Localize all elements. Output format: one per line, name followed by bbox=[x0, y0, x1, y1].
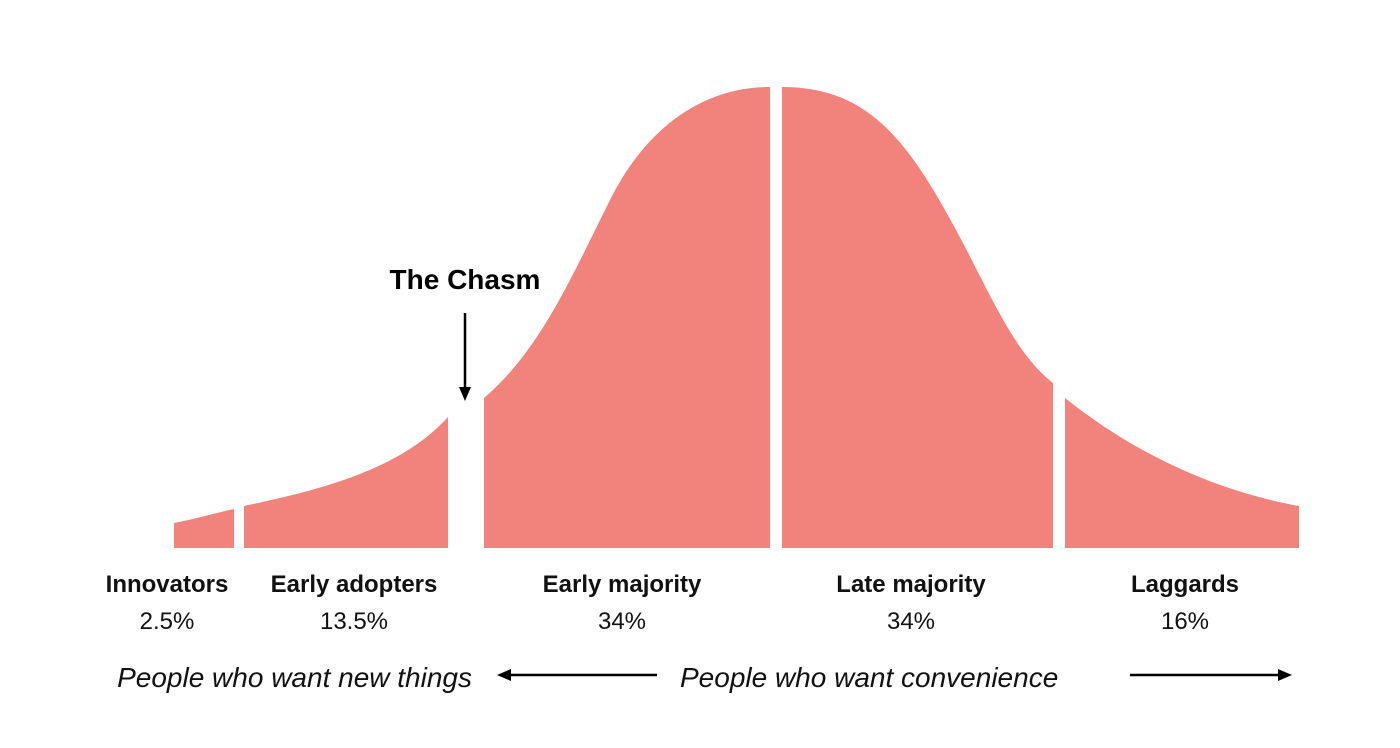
note-convenience: People who want convenience bbox=[680, 662, 1058, 693]
segment-laggards bbox=[1065, 398, 1299, 548]
segment-name-late-majority: Late majority bbox=[836, 571, 986, 598]
segment-percent-early-adopters: 13.5% bbox=[320, 608, 388, 635]
segment-name-early-majority: Early majority bbox=[543, 571, 702, 598]
segment-percent-early-majority: 34% bbox=[598, 608, 646, 635]
segment-late-majority bbox=[782, 87, 1053, 548]
note-new-things: People who want new things bbox=[117, 662, 472, 693]
segment-innovators bbox=[174, 509, 234, 548]
segment-name-early-adopters: Early adopters bbox=[271, 571, 438, 598]
segment-percent-innovators: 2.5% bbox=[140, 608, 195, 635]
segment-early-majority bbox=[484, 87, 770, 548]
chasm-arrow-head bbox=[459, 387, 471, 401]
left-arrow-head bbox=[497, 669, 511, 681]
segment-name-laggards: Laggards bbox=[1131, 571, 1239, 598]
segment-percent-laggards: 16% bbox=[1161, 608, 1209, 635]
segment-name-innovators: Innovators bbox=[106, 571, 229, 598]
segment-percent-late-majority: 34% bbox=[887, 608, 935, 635]
right-arrow-head bbox=[1278, 669, 1292, 681]
chasm-label: The Chasm bbox=[390, 264, 541, 295]
segment-early-adopters bbox=[244, 417, 448, 548]
